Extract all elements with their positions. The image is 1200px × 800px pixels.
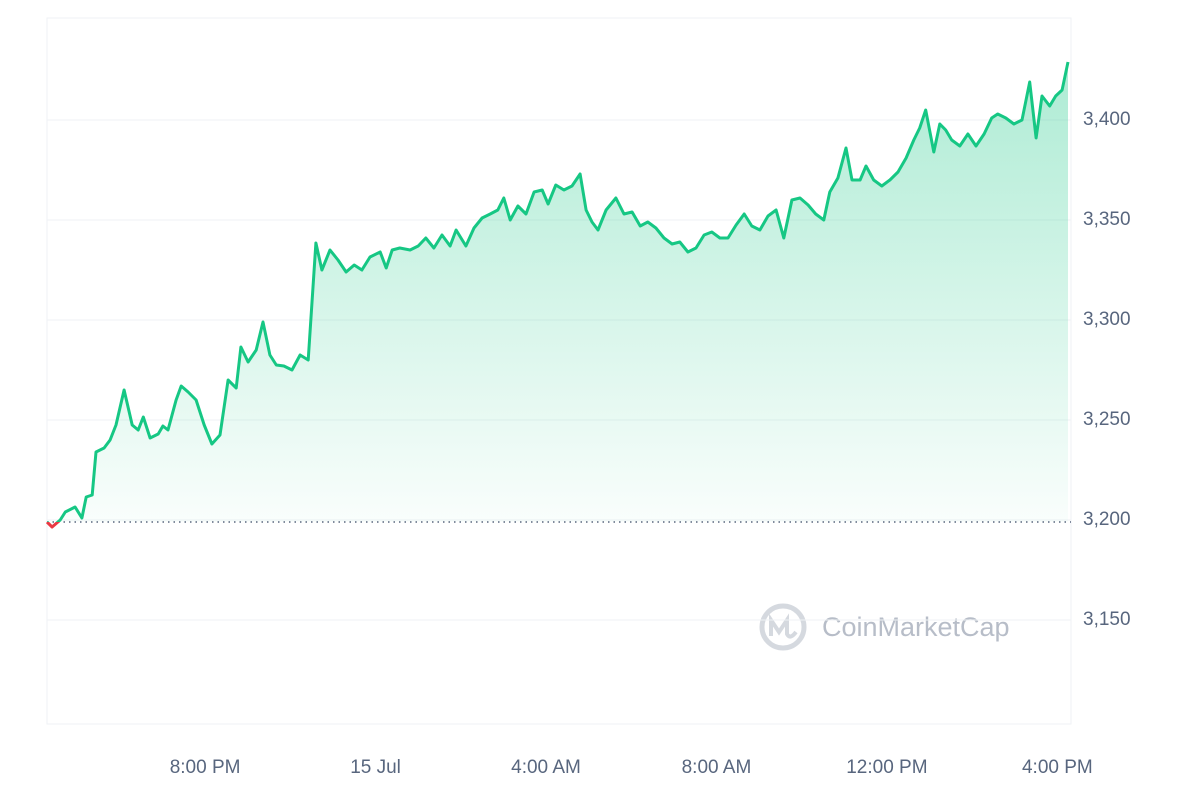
watermark-logo — [759, 603, 807, 651]
x-tick-label: 4:00 AM — [511, 757, 581, 778]
y-tick-label: 3,150 — [1083, 609, 1131, 630]
price-line — [45, 61, 1070, 529]
price-area — [47, 62, 1068, 527]
x-tick-label: 8:00 PM — [170, 757, 241, 778]
x-tick-label: 15 Jul — [350, 757, 401, 778]
y-tick-label: 3,300 — [1083, 309, 1131, 330]
x-tick-label: 12:00 PM — [846, 757, 927, 778]
x-tick-label: 4:00 PM — [1022, 757, 1093, 778]
y-tick-label: 3,200 — [1083, 509, 1131, 530]
y-tick-label: 3,400 — [1083, 109, 1131, 130]
plot-frame — [46, 17, 1072, 725]
x-tick-label: 8:00 AM — [682, 757, 752, 778]
y-tick-label: 3,350 — [1083, 209, 1131, 230]
watermark: CoinMarketCap — [822, 612, 1010, 642]
y-tick-label: 3,250 — [1083, 409, 1131, 430]
